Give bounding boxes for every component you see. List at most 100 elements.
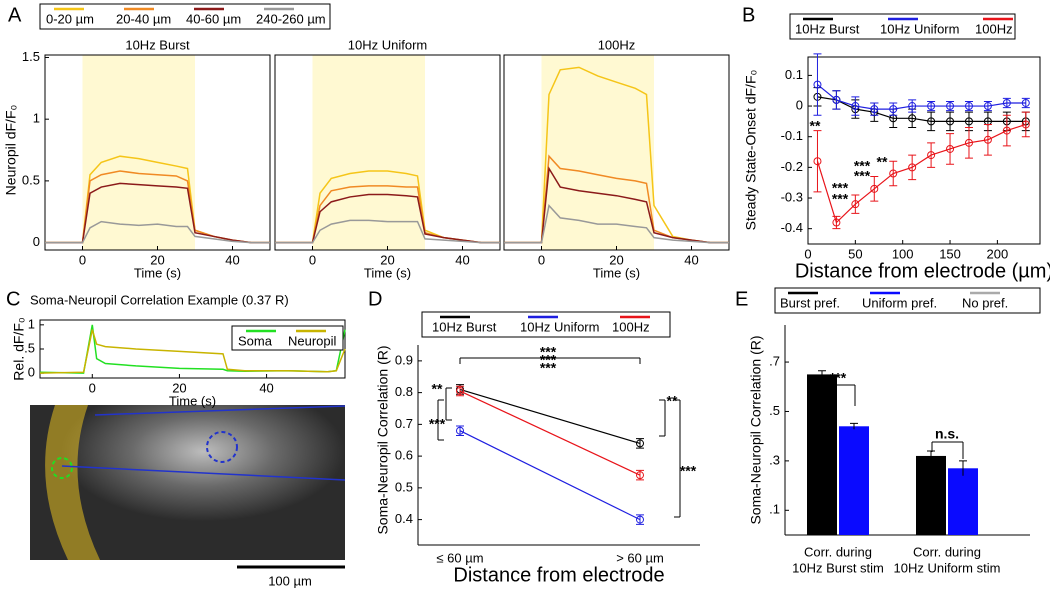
error-bar xyxy=(889,102,898,116)
error-bar xyxy=(1021,111,1030,138)
series-line xyxy=(459,388,641,444)
x-tick-label: 200 xyxy=(987,246,1009,261)
x-tick-label: 10Hz Burst stim xyxy=(792,560,884,575)
point xyxy=(1002,126,1011,135)
chart-title: 10Hz Uniform xyxy=(348,37,427,52)
y-axis-label: Steady State-Onset dF/F₀ xyxy=(743,69,759,230)
x-tick-label: 20 xyxy=(172,380,186,395)
error-bar xyxy=(908,99,917,113)
series-line xyxy=(45,220,270,244)
error-bar xyxy=(813,53,822,116)
y-tick-label: 1 xyxy=(33,111,40,126)
bar xyxy=(839,426,869,535)
y-tick-label: .5 xyxy=(24,340,35,355)
point xyxy=(813,80,822,89)
point xyxy=(851,102,860,111)
legend-label: 100Hz xyxy=(612,319,650,334)
bar xyxy=(948,468,978,535)
legend-label: 0-20 µm xyxy=(46,11,94,26)
x-tick-label: 150 xyxy=(939,246,961,261)
y-tick-label: 0 xyxy=(28,365,35,380)
x-tick-label: 50 xyxy=(848,246,862,261)
y-tick-label: -0.1 xyxy=(781,128,803,143)
x-tick-label: 40 xyxy=(225,252,239,267)
significance: *** xyxy=(854,168,871,184)
y-tick-label: 0 xyxy=(33,234,40,249)
y-tick-label: 0.5 xyxy=(395,479,413,494)
point xyxy=(870,105,879,114)
y-axis-label: Rel. dF/F₀ xyxy=(11,317,27,381)
y-axis-label: Soma-Neuropil Correlation (R) xyxy=(375,345,391,534)
significance: ** xyxy=(877,154,888,170)
point xyxy=(813,157,822,166)
x-axis-label: Time (s) xyxy=(169,393,216,408)
significance: *** xyxy=(832,180,849,196)
x-tick-label: 0 xyxy=(89,380,96,395)
legend-label: 10Hz Uniform xyxy=(520,319,599,334)
y-tick-label: .1 xyxy=(769,502,780,517)
point xyxy=(908,102,917,111)
stimulus-period xyxy=(541,55,654,250)
significance: n.s. xyxy=(935,426,959,442)
point xyxy=(1002,98,1011,107)
x-axis-label: Distance from electrode xyxy=(453,564,664,586)
error-bar xyxy=(946,111,955,132)
point xyxy=(870,184,879,193)
point xyxy=(983,102,992,111)
significance: *** xyxy=(429,416,446,432)
legend-label: 10Hz Burst xyxy=(432,319,497,334)
chart-title: Soma-Neuropil Correlation Example (0.37 … xyxy=(30,292,289,307)
y-tick-label: -0.3 xyxy=(781,189,803,204)
point xyxy=(889,105,898,114)
error-bar xyxy=(851,194,860,214)
x-tick-label: 100 xyxy=(892,246,914,261)
point xyxy=(908,163,917,172)
significance: *** xyxy=(854,158,871,174)
legend-label: Soma xyxy=(238,333,273,348)
panel-letter: D xyxy=(368,288,382,310)
error-bar xyxy=(813,130,822,193)
significance: ** xyxy=(667,393,678,409)
y-tick-label: 0 xyxy=(796,97,803,112)
legend-label: 10Hz Burst xyxy=(795,21,860,36)
x-tick-label: 40 xyxy=(684,252,698,267)
point xyxy=(946,102,955,111)
x-tick-label: 0 xyxy=(79,252,86,267)
error-bar xyxy=(851,96,860,116)
point xyxy=(964,138,973,147)
panel-letter: A xyxy=(8,4,22,26)
significance: ** xyxy=(810,118,821,134)
point xyxy=(927,151,936,160)
error-bar xyxy=(1002,114,1011,147)
x-tick-label: ≤ 60 µm xyxy=(436,550,483,565)
y-tick-label: -0.2 xyxy=(781,159,803,174)
error-bar xyxy=(927,111,936,132)
point xyxy=(889,169,898,178)
x-axis-label: Time (s) xyxy=(364,265,411,280)
series-line xyxy=(817,96,1026,122)
chart-title: 100Hz xyxy=(598,37,636,52)
plot-frame xyxy=(807,56,1041,245)
stimulus-period xyxy=(82,55,195,250)
point xyxy=(946,117,955,126)
point xyxy=(456,426,464,435)
x-tick-label: 0 xyxy=(309,252,316,267)
error-bar xyxy=(850,422,858,430)
y-tick-label: .7 xyxy=(769,353,780,368)
point xyxy=(927,117,936,126)
x-axis-label: Time (s) xyxy=(593,265,640,280)
legend-label: Uniform pref. xyxy=(862,295,937,310)
micrograph xyxy=(30,405,346,569)
legend-label: No pref. xyxy=(962,295,1008,310)
error-bar xyxy=(889,160,898,187)
error-bar xyxy=(946,133,955,165)
x-tick-label: 0 xyxy=(804,246,811,261)
panel-letter: E xyxy=(735,288,748,310)
panel-letter: C xyxy=(6,288,20,310)
point xyxy=(946,144,955,153)
series-line xyxy=(459,390,641,476)
x-tick-label: 20 xyxy=(380,252,394,267)
stimulus-period xyxy=(312,55,425,250)
point xyxy=(832,95,841,104)
series-line xyxy=(459,430,641,521)
